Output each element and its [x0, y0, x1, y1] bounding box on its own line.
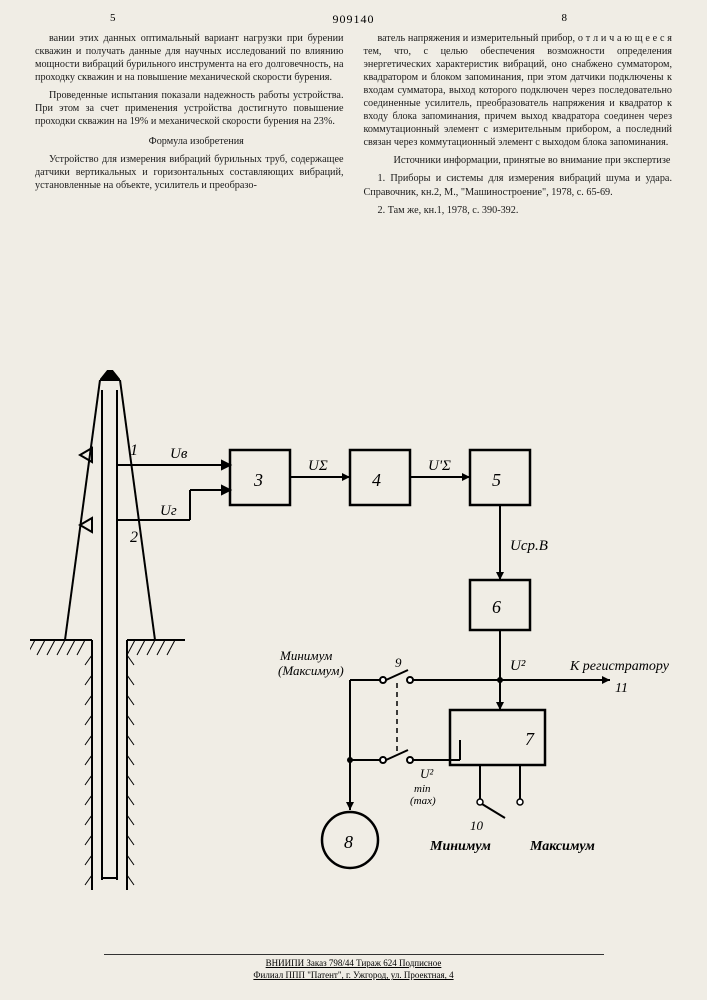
- label-U2: U²: [510, 658, 526, 674]
- label-Umin2: min: [414, 783, 431, 795]
- text-columns: вании этих данных оптимальный вариант на…: [35, 32, 672, 222]
- label-2: 2: [130, 529, 138, 546]
- right-column: ватель напряжения и измерительный прибор…: [364, 32, 673, 222]
- footer-line1: ВНИИПИ Заказ 798/44 Тираж 624 Подписное: [104, 957, 604, 970]
- label-minmaxtop: Минимум: [279, 648, 332, 663]
- label-registrator: К регистратору: [569, 659, 670, 674]
- footer: ВНИИПИ Заказ 798/44 Тираж 624 Подписное …: [104, 952, 604, 982]
- label-11: 11: [615, 681, 628, 696]
- label-Uv: Uв: [170, 446, 188, 462]
- label-minmaxtop2: (Максимум): [278, 663, 344, 678]
- left-column: вании этих данных оптимальный вариант на…: [35, 32, 344, 222]
- col-num-right: 8: [562, 12, 568, 24]
- label-Umin3: (max): [410, 795, 436, 807]
- label-3: 3: [253, 470, 263, 490]
- col-num-left: 5: [110, 12, 116, 24]
- label-minimum: Минимум: [429, 839, 491, 854]
- left-p1: вании этих данных оптимальный вариант на…: [35, 32, 344, 84]
- label-6: 6: [492, 597, 501, 617]
- label-7: 7: [525, 729, 535, 749]
- label-Usigma: UΣ: [308, 458, 328, 474]
- label-10: 10: [470, 818, 484, 833]
- label-Umin: U²: [420, 766, 434, 781]
- label-9: 9: [395, 655, 402, 670]
- label-5: 5: [492, 470, 501, 490]
- label-maximum: Максимум: [529, 839, 595, 854]
- sources-heading: Источники информации, принятые во вниман…: [364, 154, 673, 167]
- footer-line2: Филиал ППП "Патент", г. Ужгород, ул. Про…: [104, 969, 604, 982]
- circuit-diagram: 1 2 Uв Uг 3 UΣ 4 U'Σ 5 Uср.В 6 U² К реги…: [30, 370, 670, 910]
- label-4: 4: [372, 470, 381, 490]
- page-number: 909140: [333, 12, 375, 27]
- label-1: 1: [130, 442, 138, 459]
- left-p2: Проведенные испытания показали надежност…: [35, 89, 344, 128]
- right-p1: ватель напряжения и измерительный прибор…: [364, 32, 673, 149]
- right-p3: 2. Там же, кн.1, 1978, с. 390-392.: [364, 204, 673, 217]
- label-Usrv: Uср.В: [510, 538, 548, 554]
- label-Ur: Uг: [160, 503, 177, 519]
- right-p2: 1. Приборы и системы для измерения вибра…: [364, 172, 673, 198]
- label-8: 8: [344, 832, 353, 852]
- formula-heading: Формула изобретения: [35, 135, 344, 148]
- left-p3: Устройство для измерения вибраций буриль…: [35, 153, 344, 192]
- label-Usigma2: U'Σ: [428, 458, 451, 474]
